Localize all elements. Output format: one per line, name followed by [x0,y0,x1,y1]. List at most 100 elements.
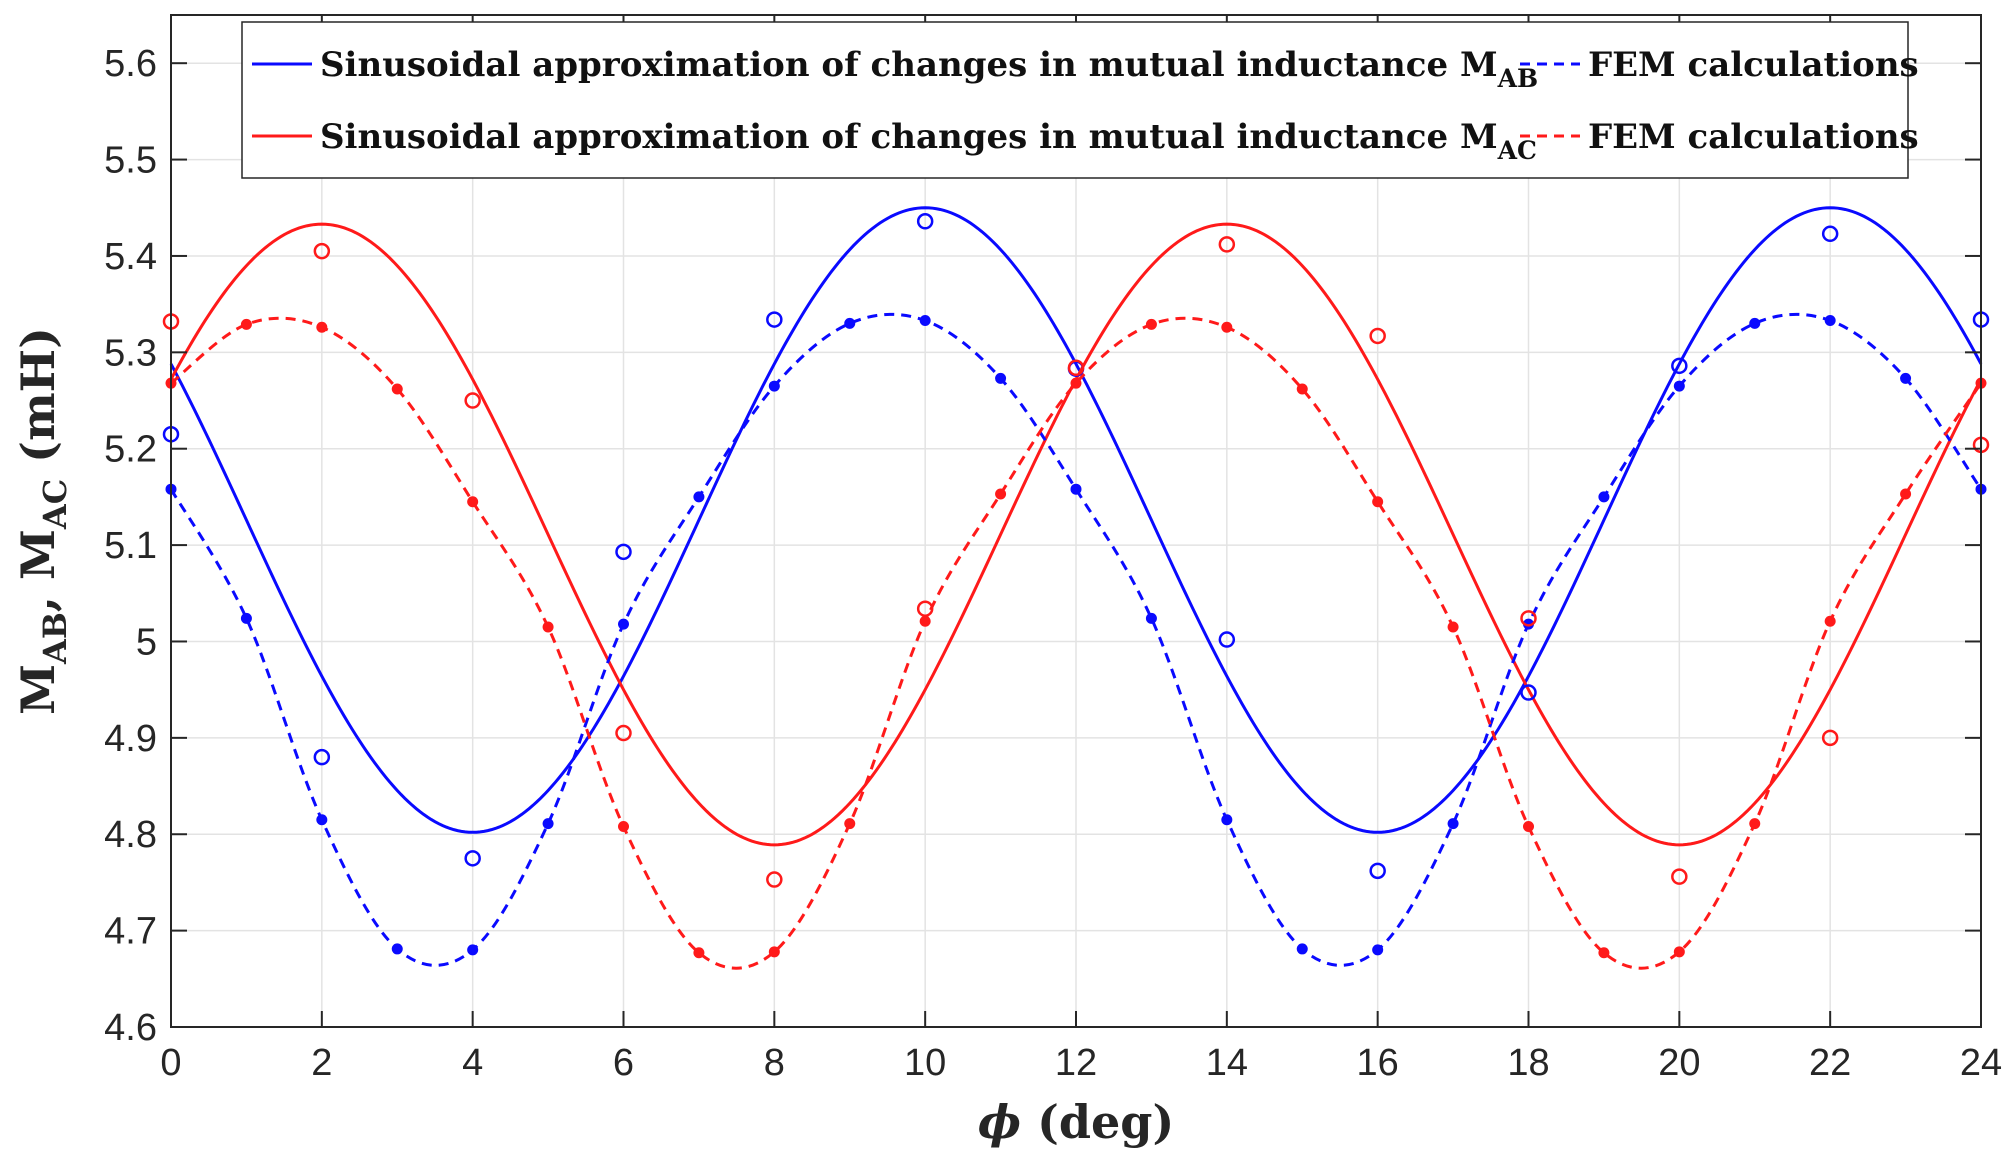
series-3-fem-point-22 [1824,615,1836,627]
series-5-measurement-8 [1369,327,1386,345]
series-3-fem-point-14 [1221,321,1233,333]
series-2-fem-point-10 [919,315,931,327]
series-5-measurement-9 [1520,610,1537,627]
series-3-fem-point-1 [240,318,252,330]
series-2-fem-line [169,312,1983,967]
x-axis-title: ϕ (deg) [978,1095,1174,1149]
series-3-fem-point-6 [618,821,629,833]
series-5-measurement-11 [1821,729,1839,747]
series-3-fem-point-20 [1673,946,1685,958]
series-3-fem-point-7 [693,947,705,959]
x-tick-label-0: 0 [160,1042,181,1084]
series-3-fem-point-8 [768,946,780,958]
x-tick-label-4: 8 [764,1042,785,1084]
series-3-fem-point-17 [1447,621,1459,633]
x-tick-label-3: 6 [613,1042,634,1084]
series-3-fem-point-23 [1900,488,1912,500]
x-tick-label-6: 12 [1055,1042,1097,1084]
series-3-fem-point-2 [316,321,328,333]
legend-label-ac-solid: Sinusoidal approximation of changes in m… [320,117,1537,165]
series-4-measurement-5 [916,213,934,230]
series-2-fem-point-14 [1221,814,1233,826]
series-2-fem-point-17 [1447,818,1459,830]
series-5-measurement-4 [766,871,783,888]
x-tick-label-5: 10 [904,1042,946,1084]
series-3-fem-point-16 [1372,496,1384,508]
series-2-fem-point-8 [768,380,780,392]
y-tick-label-7: 5.3 [104,332,157,374]
y-tick-label-2: 4.8 [104,814,157,856]
series-2-fem-point-3 [391,943,403,955]
y-tick-label-1: 4.7 [104,911,157,953]
series-3-fem-point-5 [542,621,554,633]
x-tick-label-9: 18 [1507,1042,1549,1084]
data-markers [162,213,1990,959]
series-2-fem-point-16 [1372,944,1384,956]
series-3-fem-point-13 [1145,318,1157,330]
y-tick-label-3: 4.9 [104,718,157,760]
series-3-fem-line [170,316,1983,970]
x-tick-label-2: 4 [462,1042,483,1084]
x-tick-label-1: 2 [311,1042,332,1084]
series-2-fem-point-22 [1824,315,1836,327]
series-3-fem-point-3 [391,383,403,395]
series-2-fem-point-21 [1749,317,1761,329]
series-4-measurement-1 [313,748,331,766]
y-tick-label-10: 5.6 [104,43,157,85]
series-2-fem-point-13 [1145,612,1157,624]
series-3-fem-point-9 [844,818,856,830]
x-tick-label-11: 22 [1809,1042,1851,1084]
series-2-fem-point-20 [1673,380,1685,392]
series-2-fem-point-12 [1070,483,1082,495]
legend-label-ab-solid: Sinusoidal approximation of changes in m… [320,45,1538,93]
series-2-fem-point-15 [1296,943,1308,955]
series-2-fem-point-19 [1598,491,1610,503]
legend-label-ab-dashed: FEM calculations [1588,45,1919,85]
series-3-fem-point-12 [1070,377,1082,389]
series-4-measurement-2 [464,850,481,867]
series-4-measurement-7 [1218,631,1236,648]
series-3-fem-point-11 [995,488,1007,500]
series-4-measurement-3 [615,543,632,561]
x-tick-label-8: 16 [1357,1042,1399,1084]
series-4-measurement-4 [766,311,783,328]
axis-ticks: 0 2 4 6 8 10 12 14 16 18 20 22 244.64.74.84.955.15.2… [104,15,2002,1084]
x-tick-label-7: 14 [1206,1042,1248,1084]
series-0-sinusoid [169,206,1983,834]
series-3-fem-point-15 [1296,383,1308,395]
legend-box [241,21,1909,179]
x-tick-label-12: 24 [1960,1042,2002,1084]
series-3-fem-point-19 [1598,947,1610,959]
legend: Sinusoidal approximation of changes in m… [241,21,1919,179]
series-3-fem-point-10 [919,615,931,627]
series-2-fem-point-1 [240,612,252,624]
series-3-fem-point-18 [1523,821,1534,833]
series-5-measurement-2 [464,392,481,409]
series-3-fem-point-4 [467,496,479,508]
y-tick-label-6: 5.2 [104,429,157,471]
y-axis-title: MAB, MAC (mH) [11,327,74,715]
series-5-measurement-5 [916,600,934,617]
series-2-fem-point-7 [693,491,705,503]
y-tick-label-4: 5 [136,621,157,663]
series-2-fem-point-23 [1900,372,1912,384]
series-2-fem-point-6 [618,618,629,630]
legend-label-ac-dashed: FEM calculations [1588,117,1919,157]
series-2-fem-point-4 [467,944,479,956]
series-4-measurement-8 [1369,862,1386,880]
series-2-fem-point-2 [316,814,328,826]
x-tick-label-10: 20 [1658,1042,1700,1084]
series-2-fem-point-5 [542,818,554,830]
series-5-measurement-10 [1671,868,1688,885]
y-tick-label-5: 5.1 [104,525,157,567]
series-2-fem-point-11 [995,372,1007,384]
series-5-measurement-6 [1067,359,1085,377]
series-4-measurement-9 [1520,684,1537,701]
grid-lines [170,15,1982,1028]
y-tick-label-8: 5.4 [104,236,157,278]
series-5-measurement-1 [313,242,331,260]
y-tick-label-0: 4.6 [104,1007,157,1049]
series-4-measurement-11 [1821,225,1839,243]
series-3-fem-point-21 [1749,818,1761,830]
